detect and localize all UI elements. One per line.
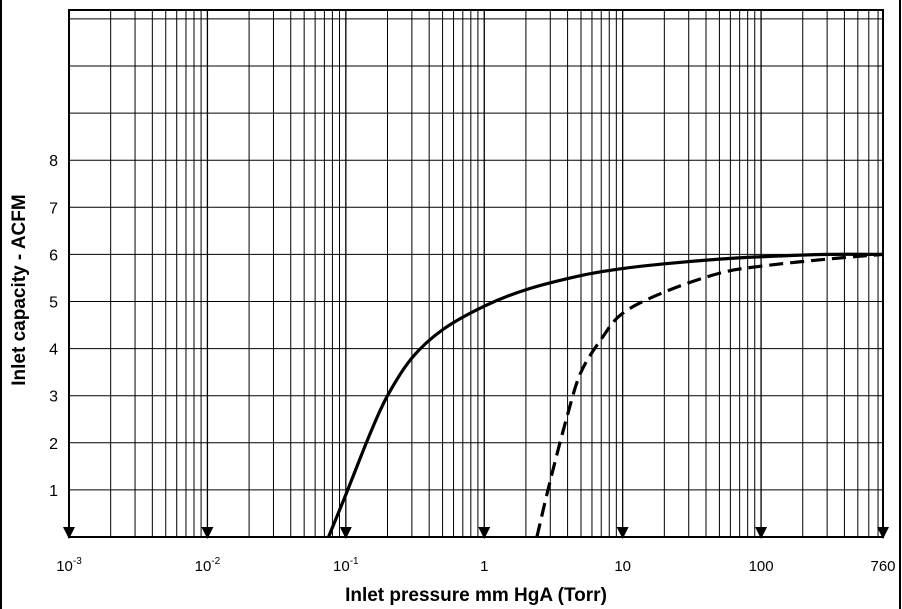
dashed-capacity-curve — [535, 252, 884, 538]
y-tick-label: 2 — [49, 436, 58, 453]
y-tick-label: 3 — [49, 389, 58, 406]
x-tick-marker — [616, 527, 629, 539]
y-tick-label: 6 — [49, 247, 58, 264]
y-tick-label: 1 — [49, 483, 58, 500]
y-tick-label: 8 — [49, 153, 58, 170]
x-tick-label: 1 — [480, 558, 488, 575]
x-tick-label: 10-3 — [56, 556, 82, 575]
series-layer — [327, 252, 884, 538]
y-tick-label: 7 — [49, 200, 58, 217]
x-tick-label: 100 — [749, 558, 774, 575]
x-tick-marker — [478, 527, 491, 539]
y-axis-title: Inlet capacity - ACFM — [9, 194, 30, 386]
grid-layer — [68, 10, 883, 537]
x-tick-marker — [201, 527, 214, 539]
x-tick-label: 10-1 — [333, 556, 359, 575]
solid-capacity-curve — [327, 252, 884, 538]
x-tick-label: 10-2 — [195, 556, 221, 575]
tick-layer: 10-3 10-2 10-1 1 10 100 760 1 2 3 4 5 6 7 8 — [49, 153, 895, 575]
x-axis-title: Inlet pressure mm HgA (Torr) — [345, 585, 607, 606]
y-tick-label: 5 — [49, 295, 58, 312]
x-tick-label: 760 — [870, 558, 895, 575]
x-tick-marker — [339, 527, 352, 539]
x-tick-marker — [755, 527, 768, 539]
x-tick-label: 10 — [614, 558, 631, 575]
x-tick-marker — [877, 527, 889, 539]
y-tick-label: 4 — [49, 342, 58, 359]
plot-area-border — [68, 9, 884, 538]
x-tick-marker — [63, 527, 75, 539]
